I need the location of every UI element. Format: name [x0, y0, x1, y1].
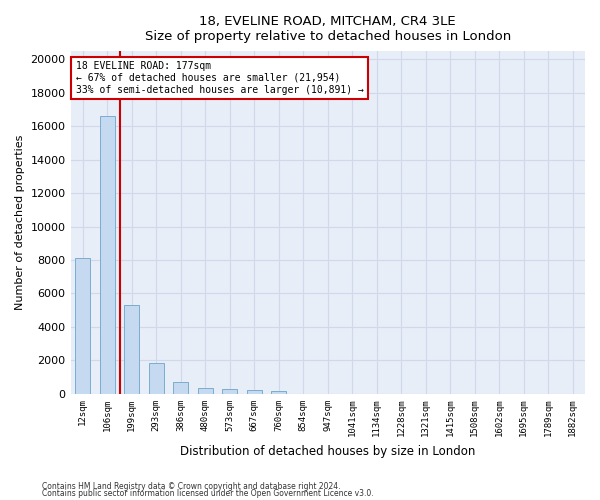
Bar [124, 305, 139, 394]
Bar [271, 391, 286, 394]
Text: 18 EVELINE ROAD: 177sqm
← 67% of detached houses are smaller (21,954)
33% of sem: 18 EVELINE ROAD: 177sqm ← 67% of detache… [76, 62, 364, 94]
Bar [223, 389, 237, 394]
X-axis label: Distribution of detached houses by size in London: Distribution of detached houses by size … [180, 444, 475, 458]
Bar [173, 382, 188, 394]
Bar [76, 258, 90, 394]
Bar [198, 388, 212, 394]
Text: Contains HM Land Registry data © Crown copyright and database right 2024.: Contains HM Land Registry data © Crown c… [42, 482, 341, 491]
Title: 18, EVELINE ROAD, MITCHAM, CR4 3LE
Size of property relative to detached houses : 18, EVELINE ROAD, MITCHAM, CR4 3LE Size … [145, 15, 511, 43]
Text: Contains public sector information licensed under the Open Government Licence v3: Contains public sector information licen… [42, 489, 374, 498]
Bar [149, 363, 164, 394]
Bar [100, 116, 115, 394]
Bar [247, 390, 262, 394]
Y-axis label: Number of detached properties: Number of detached properties [15, 134, 25, 310]
